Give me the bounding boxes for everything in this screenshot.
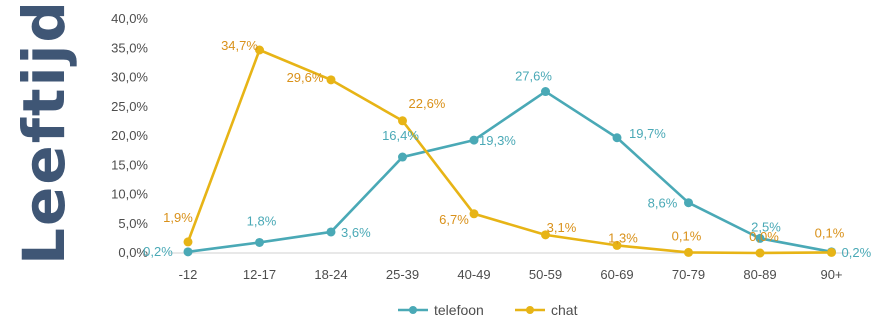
data-label-telefoon: 19,7% <box>629 126 666 141</box>
data-point-telefoon <box>755 233 765 243</box>
y-tick-label: 10,0% <box>111 187 148 202</box>
legend-label-telefoon: telefoon <box>434 302 484 318</box>
x-tick-label: 18-24 <box>314 267 347 282</box>
data-point-telefoon <box>326 227 336 237</box>
data-label-chat: 0,1% <box>815 225 845 240</box>
data-point-chat <box>612 240 622 250</box>
series-points <box>183 45 836 258</box>
data-point-telefoon <box>684 198 693 208</box>
y-tick-label: 30,0% <box>111 70 148 85</box>
x-tick-label: 25-39 <box>386 267 419 282</box>
data-point-chat <box>255 45 264 55</box>
data-label-telefoon: 0,2% <box>842 245 872 260</box>
x-tick-label: 40-49 <box>457 267 490 282</box>
data-point-chat <box>684 247 693 257</box>
data-label-chat: 1,3% <box>608 230 638 245</box>
legend-label-chat: chat <box>551 302 578 318</box>
data-point-telefoon <box>183 247 193 257</box>
y-tick-label: 40,0% <box>111 11 148 26</box>
y-tick-label: 20,0% <box>111 128 148 143</box>
data-label-chat: 6,7% <box>439 212 469 227</box>
data-point-telefoon <box>398 152 407 162</box>
data-label-chat: 34,7% <box>221 38 258 53</box>
data-point-chat <box>398 116 407 126</box>
data-label-telefoon: 16,4% <box>382 128 419 143</box>
x-tick-label: 12-17 <box>243 267 276 282</box>
legend-marker-telefoon <box>409 306 417 314</box>
series-line-telefoon <box>187 90 832 254</box>
data-point-telefoon <box>255 237 264 247</box>
data-label-telefoon: 0,2% <box>143 244 173 259</box>
x-tick-label: 60-69 <box>600 267 633 282</box>
data-point-chat <box>827 247 836 257</box>
y-tick-label: 35,0% <box>111 40 148 55</box>
y-tick-label: 15,0% <box>111 157 148 172</box>
data-label-telefoon: 1,8% <box>247 213 277 228</box>
y-axis-title: Leeftijd <box>10 0 78 265</box>
data-point-chat <box>469 209 479 219</box>
data-label-chat: 1,9% <box>163 210 193 225</box>
x-tick-label: 50-59 <box>529 267 562 282</box>
data-label-chat: 3,1% <box>547 220 577 235</box>
x-tick-label: 80-89 <box>743 267 776 282</box>
data-label-telefoon: 19,3% <box>479 133 516 148</box>
data-label-telefoon: 27,6% <box>515 69 552 84</box>
data-point-chat <box>755 248 765 258</box>
series-line-chat <box>186 48 832 255</box>
y-tick-label: 5,0% <box>118 216 148 231</box>
x-tick-label: -12 <box>179 267 198 282</box>
data-point-chat <box>326 75 336 85</box>
data-label-telefoon: 2,5% <box>751 219 781 234</box>
x-tick-label: 70-79 <box>672 267 705 282</box>
y-tick-labels: 0,0% 5,0% 10,0% 15,0% 20,0% 25,0% 30,0% 35,0% 40… <box>111 11 148 260</box>
legend-marker-chat <box>526 306 534 314</box>
y-tick-label: 25,0% <box>111 99 148 114</box>
data-label-telefoon: 8,6% <box>648 196 678 211</box>
data-label-telefoon: 3,6% <box>341 225 371 240</box>
series-lines <box>186 48 832 255</box>
data-labels: 0,2% 1,8% 3,6% 16,4% 19,3% 27,6% 19,7% 8,6% 2,5%… <box>143 38 871 260</box>
data-point-chat <box>541 230 550 240</box>
x-tick-label: 90+ <box>820 267 842 282</box>
data-label-chat: 0,0% <box>749 229 779 244</box>
legend: telefoon chat <box>398 302 578 318</box>
data-point-telefoon <box>469 135 479 145</box>
x-tick-labels: -12 12-17 18-24 25-39 40-49 50-59 60-69 70-79 80… <box>179 267 843 282</box>
data-label-chat: 29,6% <box>287 70 324 85</box>
y-tick-label: 0,0% <box>118 245 148 260</box>
data-label-chat: 0,1% <box>672 228 702 243</box>
data-label-chat: 22,6% <box>409 96 446 111</box>
data-point-telefoon <box>541 87 550 97</box>
data-point-chat <box>183 237 193 247</box>
data-point-telefoon <box>612 133 622 143</box>
